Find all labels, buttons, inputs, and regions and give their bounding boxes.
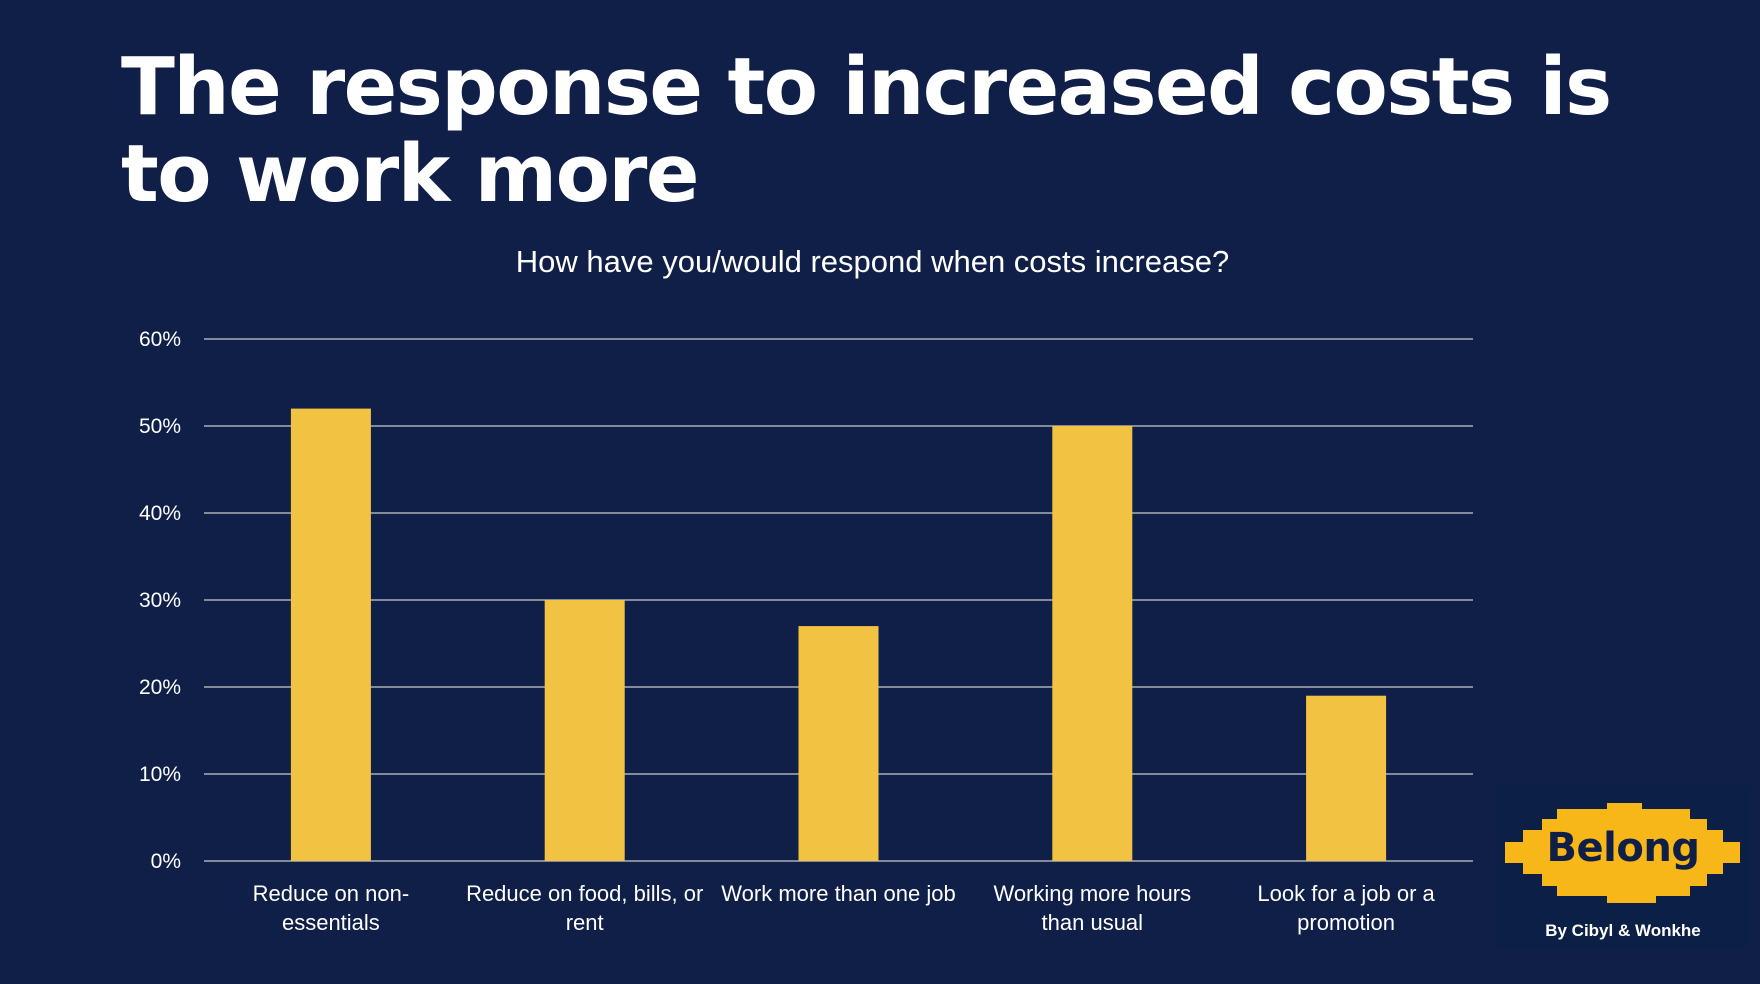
chart-title: How have you/would respond when costs in… bbox=[515, 244, 1230, 279]
y-tick-label: 20% bbox=[139, 676, 181, 699]
x-tick-label: Look for a job or a promotion bbox=[1257, 881, 1435, 935]
x-tick-label: Reduce on non-essentials bbox=[253, 881, 410, 935]
logo-byline: By Cibyl & Wonkhe bbox=[1545, 921, 1701, 940]
bar: Reduce on non-essentials: 52% bbox=[290, 408, 371, 861]
y-tick-label: 30% bbox=[139, 589, 181, 612]
x-tick-label: Working more hours than usual bbox=[993, 881, 1191, 935]
y-axis-ticks: 0% 10% 20% 30% 40% 50% 60% bbox=[139, 328, 181, 873]
y-tick-label: 0% bbox=[151, 850, 181, 873]
y-tick-label: 60% bbox=[139, 328, 181, 351]
bars: Reduce on non-essentials: 52% Reduce on f… bbox=[290, 408, 1387, 861]
bar: Working more hours than usual: 50% bbox=[1052, 426, 1133, 861]
x-tick-label: Reduce on food, bills, or rent bbox=[466, 881, 703, 935]
x-tick-label: Work more than one job bbox=[721, 881, 955, 906]
y-tick-label: 40% bbox=[139, 502, 181, 525]
gridlines bbox=[204, 338, 1473, 862]
slide-title: The response to increased costs is to wo… bbox=[121, 41, 1612, 220]
y-tick-label: 10% bbox=[139, 763, 181, 786]
bar: Look for a job or a promotion: 19% bbox=[1306, 695, 1387, 861]
x-axis-labels: Reduce on non-essentials Reduce on food, … bbox=[253, 881, 1436, 935]
belong-logo: Belong By Cibyl & Wonkhe bbox=[1496, 786, 1750, 948]
belong-logo-icon bbox=[1505, 803, 1740, 903]
logo-wordmark: Belong bbox=[1546, 825, 1700, 871]
y-tick-label: 50% bbox=[139, 415, 181, 438]
bar: Work more than one job: 27% bbox=[798, 626, 879, 861]
bar: Reduce on food, bills, or rent: 30% bbox=[544, 600, 625, 861]
